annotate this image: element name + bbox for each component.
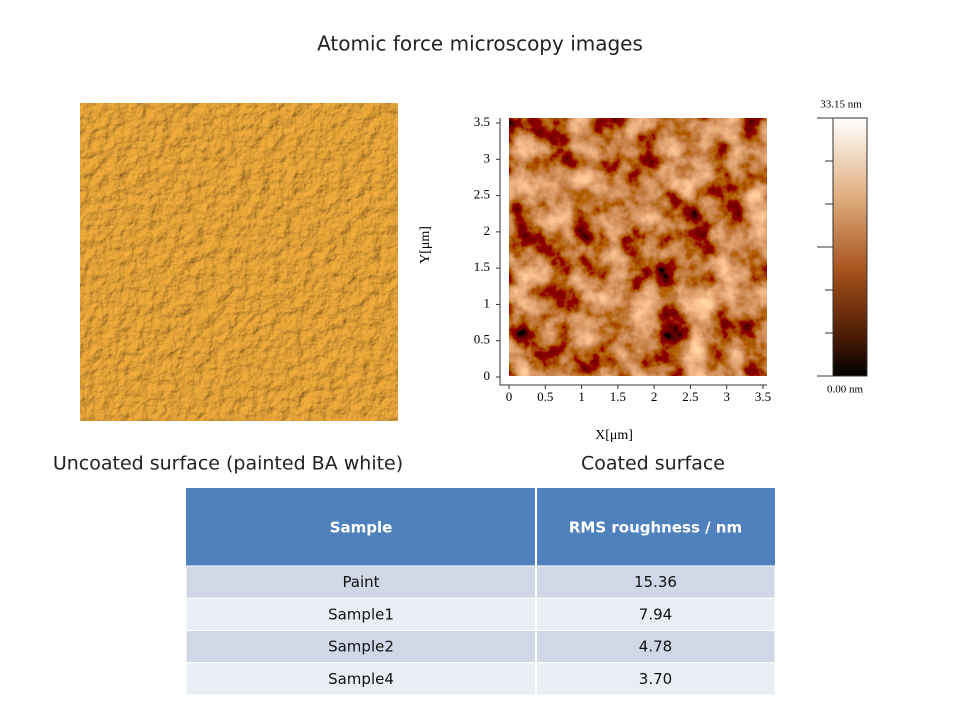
table-header-bg bbox=[186, 488, 775, 566]
x-tick-label: 2.5 bbox=[682, 389, 698, 404]
y-tick-label: 0 bbox=[484, 368, 491, 383]
y-tick-label: 0.5 bbox=[474, 332, 490, 347]
colorbar-max: 33.15 nm bbox=[820, 99, 862, 111]
y-axis-label: Y[μm] bbox=[418, 226, 433, 264]
table: Sample RMS roughness / nm Paint 15.36 Sample… bbox=[185, 488, 776, 696]
table-row-bg bbox=[185, 565, 776, 599]
table-header-cell: Sample bbox=[330, 519, 393, 537]
x-tick-label: 0.5 bbox=[537, 389, 553, 404]
colorbar bbox=[832, 117, 868, 377]
colorbar-ticks bbox=[817, 117, 833, 377]
table-cell: 4.78 bbox=[639, 638, 672, 656]
x-tick-label: 1 bbox=[578, 389, 585, 404]
y-tick-label: 1.5 bbox=[474, 259, 490, 274]
caption: Uncoated surface (painted BA white) bbox=[53, 453, 403, 475]
y-tick-label: 2 bbox=[484, 223, 491, 238]
table-row-bg bbox=[185, 597, 776, 631]
x-tick-label: 0 bbox=[506, 389, 513, 404]
y-tick-label: 1 bbox=[484, 295, 491, 310]
table-row-bg bbox=[185, 630, 776, 664]
y-tick-label: 3 bbox=[484, 150, 491, 165]
y-tick-label: 3.5 bbox=[474, 114, 490, 129]
table-cell: 7.94 bbox=[639, 605, 672, 623]
table-header-cell: RMS roughness / nm bbox=[569, 519, 742, 537]
x-tick-label: 3 bbox=[723, 389, 730, 404]
table-cell: 3.70 bbox=[639, 670, 672, 688]
table-cell: Paint bbox=[342, 573, 379, 591]
y-tick-label: 2.5 bbox=[474, 187, 490, 202]
table-cell: Sample4 bbox=[328, 670, 394, 688]
title: Atomic force microscopy images bbox=[317, 32, 643, 56]
table-cell: Sample1 bbox=[328, 605, 394, 623]
afm-texture bbox=[80, 103, 398, 421]
table-row-bg bbox=[185, 662, 776, 696]
x-axis-label: X[μm] bbox=[595, 428, 633, 443]
x-tick-label: 3.5 bbox=[755, 389, 771, 404]
x-tick-label: 1.5 bbox=[610, 389, 626, 404]
colorbar-min: 0.00 nm bbox=[827, 384, 864, 396]
caption: Coated surface bbox=[581, 453, 725, 475]
x-tick-label: 2 bbox=[651, 389, 658, 404]
afm-texture bbox=[509, 118, 767, 376]
axis-frame bbox=[499, 118, 767, 386]
table-cell: 15.36 bbox=[634, 573, 677, 591]
table-cell: Sample2 bbox=[328, 638, 394, 656]
